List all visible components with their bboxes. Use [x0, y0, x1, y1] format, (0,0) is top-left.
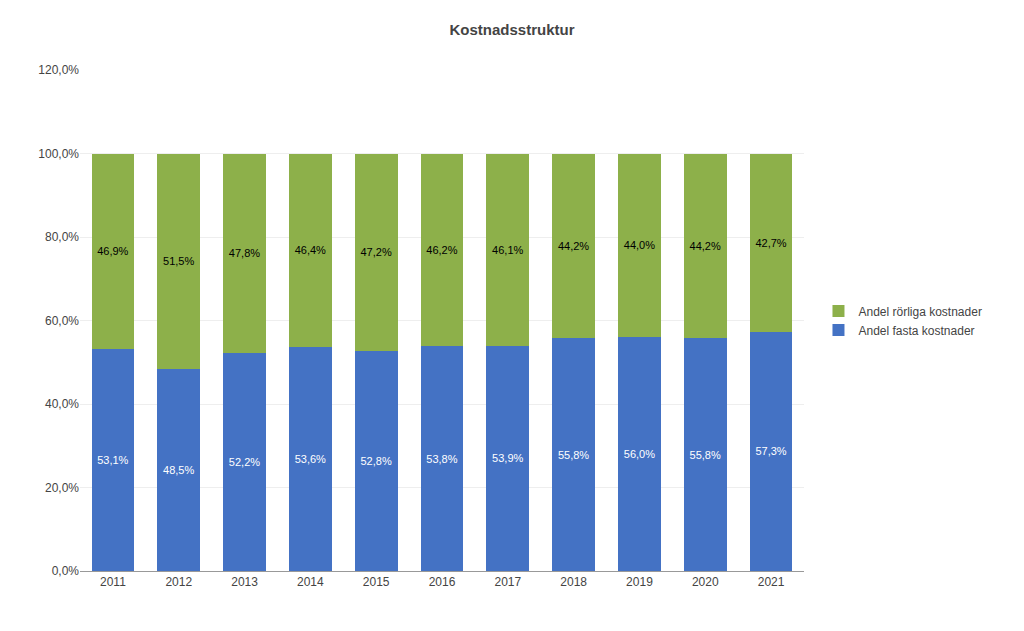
svg-text:80,0%: 80,0%: [45, 230, 79, 244]
svg-text:2013: 2013: [231, 575, 258, 589]
svg-text:120,0%: 120,0%: [38, 63, 79, 77]
svg-text:55,8%: 55,8%: [690, 449, 721, 461]
svg-text:53,9%: 53,9%: [492, 452, 523, 464]
svg-text:0,0%: 0,0%: [52, 564, 80, 578]
svg-text:44,0%: 44,0%: [624, 239, 655, 251]
svg-text:44,2%: 44,2%: [690, 240, 721, 252]
svg-text:100,0%: 100,0%: [38, 147, 79, 161]
svg-text:53,6%: 53,6%: [295, 453, 326, 465]
svg-text:47,8%: 47,8%: [229, 247, 260, 259]
svg-text:2021: 2021: [758, 575, 785, 589]
svg-text:44,2%: 44,2%: [558, 240, 589, 252]
svg-text:2019: 2019: [626, 575, 653, 589]
svg-text:48,5%: 48,5%: [163, 464, 194, 476]
svg-text:53,1%: 53,1%: [97, 454, 128, 466]
svg-text:46,2%: 46,2%: [426, 244, 457, 256]
svg-text:2020: 2020: [692, 575, 719, 589]
svg-text:2017: 2017: [494, 575, 521, 589]
svg-text:2012: 2012: [165, 575, 192, 589]
svg-text:46,1%: 46,1%: [492, 244, 523, 256]
svg-text:2018: 2018: [560, 575, 587, 589]
svg-text:20,0%: 20,0%: [45, 481, 79, 495]
svg-text:42,7%: 42,7%: [755, 237, 786, 249]
svg-text:2011: 2011: [100, 575, 126, 589]
svg-text:40,0%: 40,0%: [45, 397, 79, 411]
svg-text:60,0%: 60,0%: [45, 314, 79, 328]
svg-text:53,8%: 53,8%: [426, 453, 457, 465]
svg-text:55,8%: 55,8%: [558, 449, 589, 461]
svg-text:2014: 2014: [297, 575, 324, 589]
svg-text:46,9%: 46,9%: [97, 245, 128, 257]
svg-text:2016: 2016: [429, 575, 456, 589]
svg-text:57,3%: 57,3%: [755, 445, 786, 457]
svg-text:52,2%: 52,2%: [229, 456, 260, 468]
svg-text:51,5%: 51,5%: [163, 255, 194, 267]
svg-text:47,2%: 47,2%: [360, 246, 391, 258]
svg-text:52,8%: 52,8%: [360, 455, 391, 467]
svg-text:2015: 2015: [363, 575, 390, 589]
svg-text:Andel fasta kostnader: Andel fasta kostnader: [858, 324, 974, 338]
svg-text:56,0%: 56,0%: [624, 448, 655, 460]
svg-text:Kostnadsstruktur: Kostnadsstruktur: [449, 21, 574, 38]
svg-text:Andel rörliga kostnader: Andel rörliga kostnader: [858, 305, 981, 319]
svg-text:46,4%: 46,4%: [295, 244, 326, 256]
